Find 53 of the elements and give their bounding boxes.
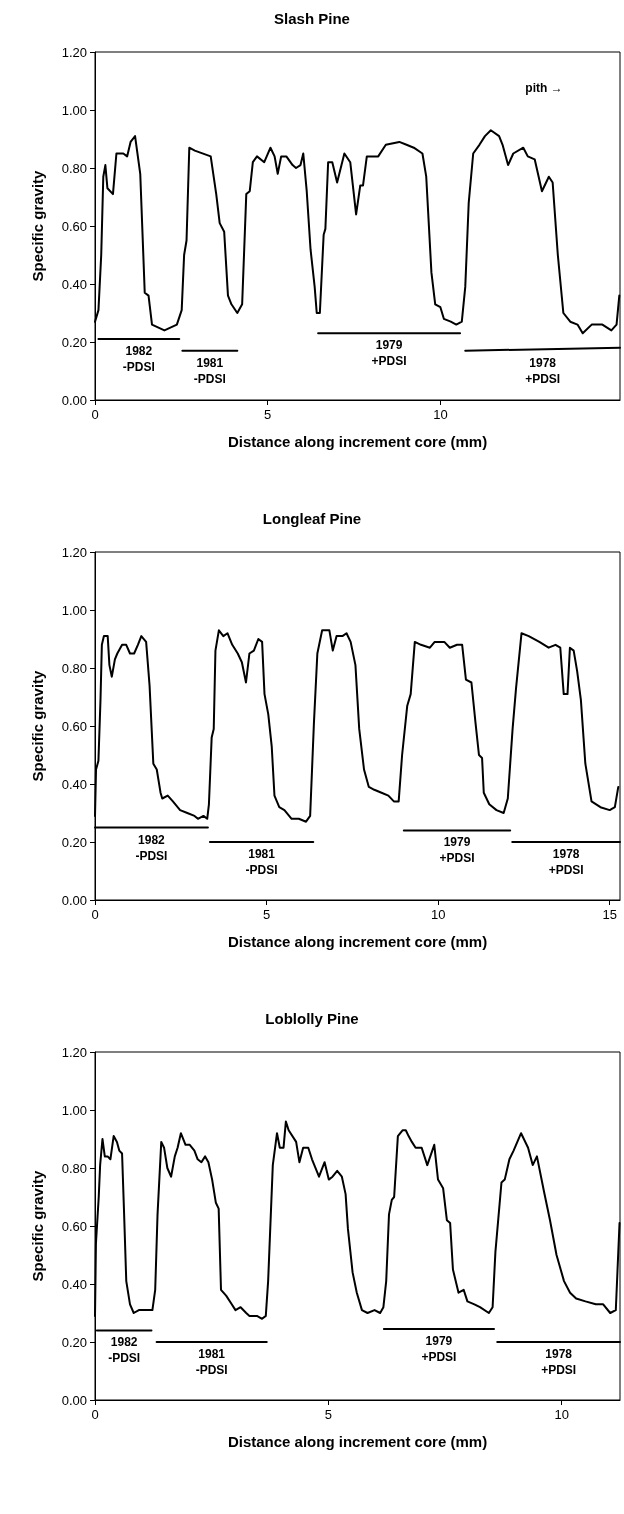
annotation: 1978 +PDSI [548,847,584,877]
y-tick-label: 1.00 [61,102,87,118]
y-tick-label: 0.60 [61,718,87,734]
x-tick-label: 0 [91,1407,99,1422]
x-axis-title: Distance along increment core (mm) [227,433,488,450]
annotation: 1981 -PDSI [193,355,226,386]
x-tick-label: 5 [262,907,271,922]
chart-title: Slash Pine [274,10,350,27]
annotation: 1981 -PDSI [195,1347,228,1377]
y-tick-label: 0.20 [61,334,87,350]
annotation: 1981 -PDSI [245,847,278,877]
x-axis-title: Distance along increment core (mm) [227,1433,488,1450]
annotation: 1978 +PDSI [541,1347,577,1377]
annotation: 1982 -PDSI [108,1335,141,1366]
x-tick-label: 0 [91,907,99,922]
y-tick-label: 0.00 [61,392,87,408]
x-tick-label: 0 [91,407,99,422]
annotation: 1979 +PDSI [371,338,407,369]
y-tick-label: 0.00 [61,1392,87,1408]
annotation: pith → [525,81,563,95]
y-tick-label: 1.20 [61,44,87,60]
x-tick-label: 15 [602,907,617,922]
y-tick-label: 0.80 [61,160,87,176]
y-axis-title: Specific gravity [29,169,46,282]
y-tick-label: 0.40 [61,776,87,792]
x-tick-label: 10 [433,407,448,422]
y-tick-label: 0.60 [61,218,87,234]
annotation: 1979 +PDSI [421,1333,457,1364]
y-tick-label: 1.00 [61,1102,87,1118]
x-axis-title: Distance along increment core (mm) [227,933,488,950]
x-tick-label: 5 [264,407,272,422]
y-axis-title: Specific gravity [29,669,46,782]
annotation: 1982 -PDSI [135,832,168,863]
y-tick-label: 0.40 [61,1276,87,1292]
y-tick-label: 0.60 [61,1218,87,1234]
y-tick-label: 1.00 [61,602,87,618]
x-tick-label: 5 [324,1407,332,1422]
x-tick-label: 10 [554,1407,569,1422]
y-tick-label: 1.20 [61,1044,87,1060]
y-tick-label: 0.20 [61,1334,87,1350]
y-tick-label: 1.20 [61,544,87,560]
y-tick-label: 0.80 [61,1160,87,1176]
x-tick-label: 10 [430,907,446,922]
y-tick-label: 0.40 [61,276,87,292]
annotation: 1982 -PDSI [122,344,155,375]
y-tick-label: 0.80 [61,660,87,676]
y-tick-label: 0.00 [61,892,87,908]
y-tick-label: 0.20 [61,834,87,850]
annotation: 1979 +PDSI [439,835,475,866]
y-axis-title: Specific gravity [29,1169,46,1282]
annotation: 1978 +PDSI [525,355,561,386]
chart-title: Longleaf Pine [262,510,362,527]
chart-title: Loblolly Pine [265,1010,359,1027]
